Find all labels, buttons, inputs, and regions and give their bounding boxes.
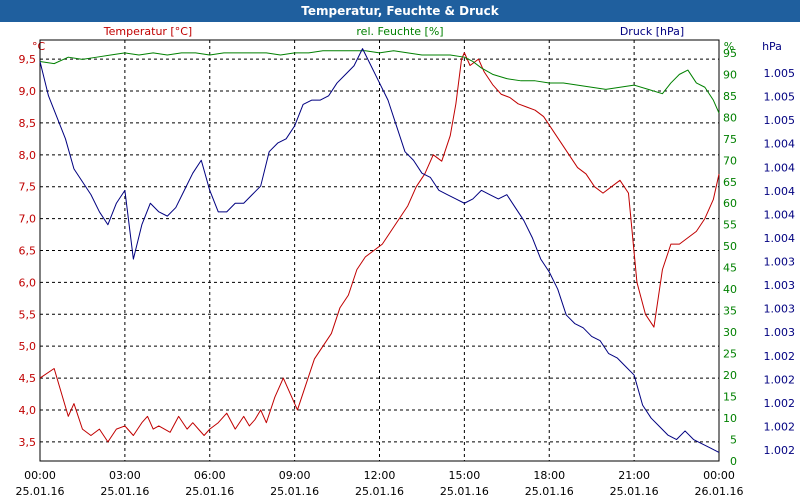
humidity-tick: 25 — [723, 348, 737, 361]
humidity-tick: 50 — [723, 240, 737, 253]
x-tick-time: 03:00 — [109, 469, 141, 482]
x-tick-time: 06:00 — [194, 469, 226, 482]
pressure-tick: 1.004 — [764, 232, 796, 245]
pressure-tick: 1.002 — [764, 420, 796, 433]
x-tick-date: 25.01.16 — [16, 485, 65, 498]
pressure-tick: 1.005 — [764, 114, 796, 127]
humidity-tick: 30 — [723, 326, 737, 339]
x-tick-date: 26.01.16 — [695, 485, 744, 498]
humidity-tick: 70 — [723, 154, 737, 167]
humidity-tick: 85 — [723, 90, 737, 103]
humidity-tick: 5 — [730, 434, 737, 447]
humidity-tick: 75 — [723, 133, 737, 146]
pressure-legend: Druck [hPa] — [620, 25, 684, 38]
temperature-tick: 4,0 — [19, 404, 37, 417]
series-line-humidity — [39, 50, 720, 114]
temperature-tick: 3,5 — [19, 436, 37, 449]
pressure-tick: 1.003 — [764, 326, 796, 339]
humidity-tick: 90 — [723, 68, 737, 81]
x-tick-time: 21:00 — [618, 469, 650, 482]
x-tick-date: 25.01.16 — [610, 485, 659, 498]
humidity-tick: 60 — [723, 197, 737, 210]
temperature-tick: 5,5 — [19, 308, 37, 321]
x-tick-time: 18:00 — [533, 469, 565, 482]
temperature-tick: 9,5 — [19, 53, 37, 66]
humidity-tick: 55 — [723, 219, 737, 232]
humidity-tick: 20 — [723, 369, 737, 382]
pressure-tick: 1.003 — [764, 279, 796, 292]
series-line-pressure — [39, 48, 720, 453]
humidity-tick: 15 — [723, 391, 737, 404]
pressure-tick: 1.003 — [764, 303, 796, 316]
x-tick-time: 15:00 — [449, 469, 481, 482]
chart-canvas: °C Temperatur [°C] rel. Feuchte [%] Druc… — [16, 25, 796, 498]
x-tick-date: 25.01.16 — [440, 485, 489, 498]
humidity-tick: 35 — [723, 305, 737, 318]
pressure-tick: 1.004 — [764, 161, 796, 174]
temperature-tick: 8,0 — [19, 149, 37, 162]
pressure-tick: 1.004 — [764, 138, 796, 151]
pressure-tick: 1.005 — [764, 67, 796, 80]
temperature-tick: 5,0 — [19, 340, 37, 353]
series-line-temperature — [39, 52, 720, 443]
pressure-tick: 1.002 — [764, 350, 796, 363]
temperature-tick: 9,0 — [19, 85, 37, 98]
temperature-tick: 7,0 — [19, 213, 37, 226]
pressure-tick: 1.002 — [764, 373, 796, 386]
x-tick-date: 25.01.16 — [525, 485, 574, 498]
humidity-tick: 80 — [723, 111, 737, 124]
pressure-tick: 1.002 — [764, 444, 796, 457]
x-tick-date: 25.01.16 — [355, 485, 404, 498]
temperature-tick: 8,5 — [19, 117, 37, 130]
temperature-tick: 4,5 — [19, 372, 37, 385]
humidity-legend: rel. Feuchte [%] — [356, 25, 443, 38]
pressure-tick: 1.005 — [764, 91, 796, 104]
humidity-tick: 10 — [723, 412, 737, 425]
x-tick-time: 00:00 — [24, 469, 56, 482]
humidity-tick: 95 — [723, 47, 737, 60]
pressure-tick: 1.002 — [764, 397, 796, 410]
humidity-tick: 40 — [723, 283, 737, 296]
temperature-legend: Temperatur [°C] — [103, 25, 192, 38]
temperature-tick: 7,5 — [19, 181, 37, 194]
chart-title: Temperatur, Feuchte & Druck — [0, 0, 800, 22]
x-tick-time: 00:00 — [703, 469, 735, 482]
pressure-unit: hPa — [762, 40, 782, 53]
pressure-tick: 1.004 — [764, 185, 796, 198]
temperature-tick: 6,0 — [19, 276, 37, 289]
pressure-tick: 1.004 — [764, 208, 796, 221]
temperature-unit: °C — [32, 40, 46, 53]
temperature-tick: 6,5 — [19, 245, 37, 258]
humidity-unit: % — [724, 40, 734, 53]
pressure-tick: 1.003 — [764, 256, 796, 269]
x-tick-time: 09:00 — [279, 469, 311, 482]
humidity-tick: 45 — [723, 262, 737, 275]
humidity-tick: 0 — [730, 455, 737, 468]
humidity-tick: 65 — [723, 176, 737, 189]
x-tick-date: 25.01.16 — [270, 485, 319, 498]
x-tick-date: 25.01.16 — [100, 485, 149, 498]
x-tick-date: 25.01.16 — [185, 485, 234, 498]
x-tick-time: 12:00 — [364, 469, 396, 482]
